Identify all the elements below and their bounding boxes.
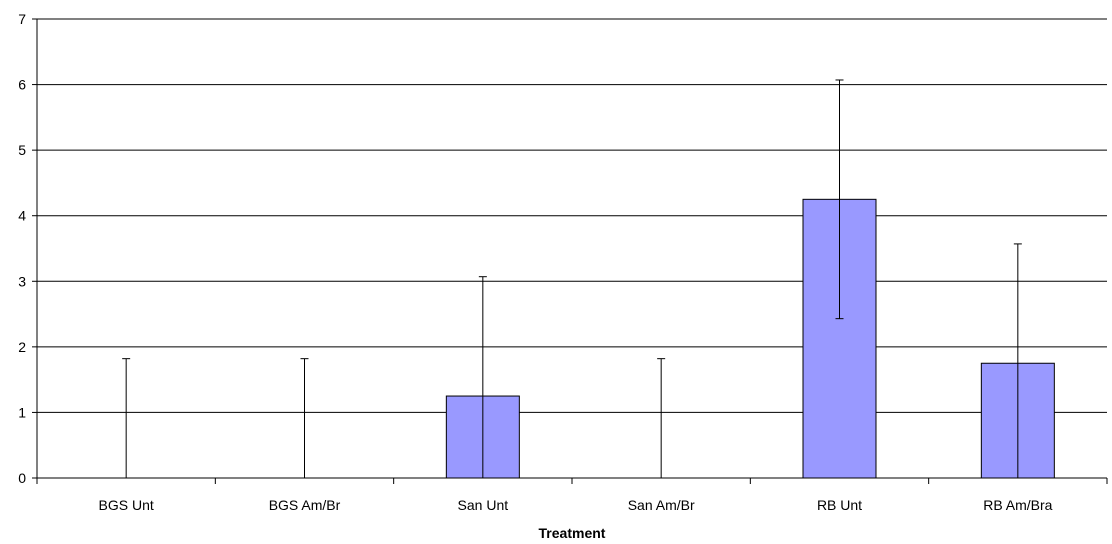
y-tick-label: 1 [18,404,26,420]
x-axis-title: Treatment [539,525,606,541]
y-tick-label: 2 [18,339,26,355]
tick-labels: 0 1 2 3 4 5 6 7 BGS Unt BGS Am/Br San Unt San Am/Br… [18,11,1052,513]
x-category-label: San Unt [458,497,509,513]
x-category-label: RB Am/Bra [983,497,1052,513]
y-tick-label: 6 [18,77,26,93]
y-tick-label: 7 [18,11,26,27]
x-category-label: San Am/Br [628,497,695,513]
error-bars [122,79,1022,478]
bars [445,198,1055,479]
y-tick-label: 4 [18,208,26,224]
y-tick-label: 3 [18,273,26,289]
y-tick-label: 5 [18,142,26,158]
y-tick-label: 0 [18,470,26,486]
x-category-label: BGS Unt [99,497,154,513]
x-category-label: RB Unt [817,497,862,513]
gridlines [37,18,1107,413]
axes [32,18,1108,484]
x-category-label: BGS Am/Br [269,497,341,513]
